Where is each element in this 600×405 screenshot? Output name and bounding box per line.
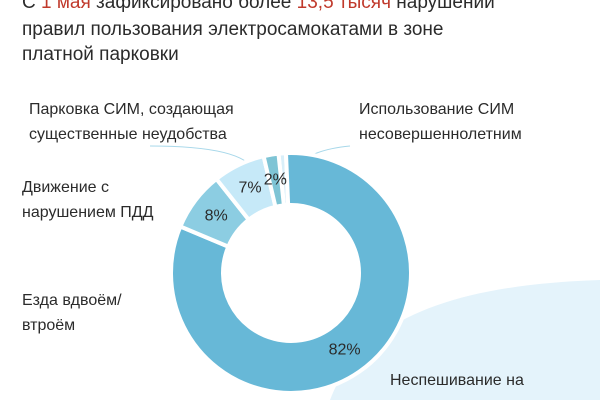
category-label: Использование СИМ <box>359 101 514 118</box>
value-label: 82% <box>329 341 361 358</box>
slice <box>261 151 287 210</box>
title-line: С 1 мая зафиксировано более 13,5 тысяч н… <box>22 0 495 13</box>
category-label: Неспешивание на <box>390 372 524 389</box>
slice <box>169 151 413 395</box>
title-line: правил пользования электросамокатами в з… <box>22 19 443 40</box>
title-segment: 1 мая <box>41 0 91 13</box>
category-label: Движение с <box>22 179 109 196</box>
category-label: несовершеннолетним <box>359 126 522 143</box>
value-label: 8% <box>205 207 228 224</box>
background-blob <box>330 280 600 400</box>
title-segment: 13,5 тысяч <box>297 0 391 13</box>
category-label: нарушением ПДД <box>22 204 154 221</box>
value-label: 2% <box>264 172 287 189</box>
category-label: существенные неудобства <box>29 126 227 143</box>
title-segment: зафиксировано более <box>91 0 297 13</box>
value-label: 7% <box>239 180 262 197</box>
title-segment: нарушений <box>391 0 495 13</box>
category-label: втроём <box>22 317 75 334</box>
category-label: Езда вдвоём/ <box>22 292 122 309</box>
title-line: платной парковки <box>22 44 179 65</box>
title-segment: С <box>22 0 41 13</box>
category-label: Парковка СИМ, создающая <box>29 101 234 118</box>
